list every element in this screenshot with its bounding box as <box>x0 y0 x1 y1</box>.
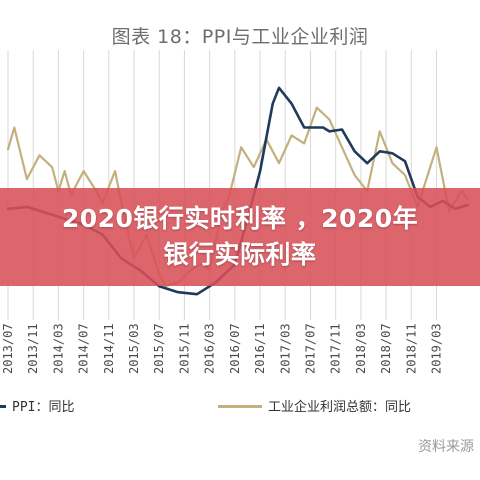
x-tick-label: 2013/11 <box>26 323 40 374</box>
x-tick-label: 2016/11 <box>253 323 267 374</box>
x-tick-label: 2015/03 <box>127 323 141 374</box>
x-axis: 2013/07 2013/11 2014/03 2014/07 2014/11 2015/… <box>1 323 443 374</box>
x-tick-label: 2014/03 <box>51 323 65 374</box>
legend-swatch-ppi <box>0 405 6 408</box>
x-tick-label: 2017/03 <box>278 323 292 374</box>
x-tick-label: 2017/07 <box>303 323 317 374</box>
legend: PPI：同比 工业企业利润总额：同比 <box>0 396 480 418</box>
x-tick-label: 2017/11 <box>329 323 343 374</box>
x-tick-label: 2018/07 <box>379 323 393 374</box>
x-tick-label: 2016/07 <box>228 323 242 374</box>
chart-title: 图表 18：PPI与工业企业利润 <box>111 26 369 48</box>
x-tick-label: 2019/03 <box>429 323 443 374</box>
x-tick-label: 2015/11 <box>177 323 191 374</box>
x-tick-label: 2013/07 <box>1 323 15 374</box>
x-tick-label: 2014/11 <box>102 323 116 374</box>
legend-label-profit: 工业企业利润总额：同比 <box>268 400 412 415</box>
legend-swatch-profit <box>218 405 262 408</box>
x-tick-label: 2014/07 <box>77 323 91 374</box>
headline-banner: 2020银行实时利率 ，2020年 银行实际利率 <box>0 188 480 286</box>
x-tick-label: 2018/11 <box>404 323 418 374</box>
x-tick-label: 2015/07 <box>152 323 166 374</box>
source-note: 资料来源 <box>418 439 474 455</box>
x-tick-label: 2016/03 <box>203 323 217 374</box>
legend-label-ppi: PPI：同比 <box>12 400 75 415</box>
headline-text: 2020银行实时利率 ，2020年 银行实际利率 <box>61 204 419 269</box>
x-tick-label: 2018/03 <box>354 323 368 374</box>
